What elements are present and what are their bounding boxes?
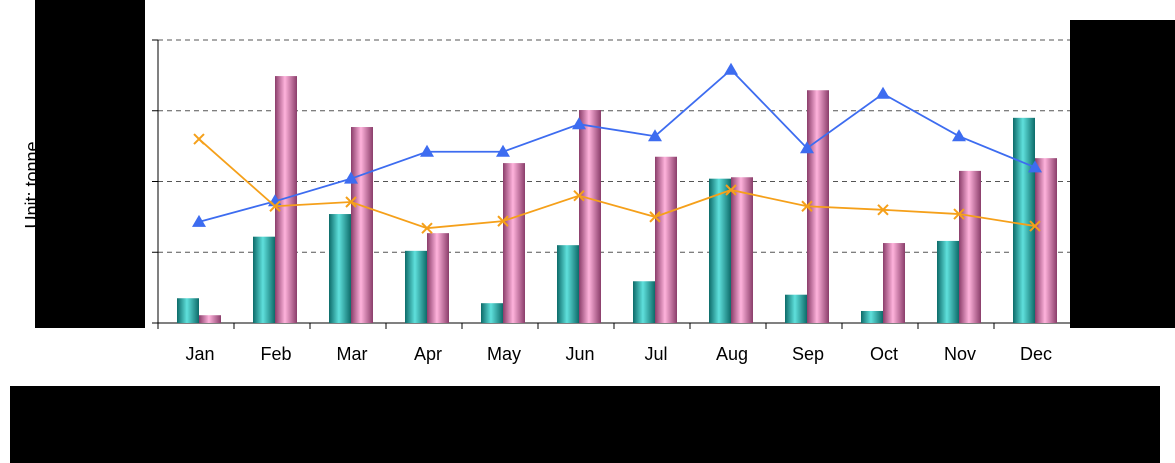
marker	[421, 222, 433, 234]
bar	[503, 163, 525, 323]
bar	[253, 236, 275, 323]
bar	[883, 243, 905, 323]
bar	[177, 298, 199, 323]
x-tick-label: Jun	[565, 344, 594, 364]
marker	[876, 86, 890, 99]
bar	[427, 233, 449, 323]
x-tick-label: Mar	[337, 344, 368, 364]
marker	[192, 214, 206, 227]
bar	[579, 110, 601, 323]
marker	[496, 144, 510, 157]
bar	[655, 156, 677, 323]
redaction-box	[10, 386, 1160, 463]
x-tick-label: Jul	[644, 344, 667, 364]
bar	[709, 178, 731, 323]
x-tick-label: Jan	[185, 344, 214, 364]
marker	[345, 196, 357, 208]
marker	[952, 129, 966, 142]
x-tick-label: Oct	[870, 344, 898, 364]
bar	[199, 315, 221, 323]
marker	[497, 215, 509, 227]
bar	[557, 245, 579, 323]
marker	[193, 133, 205, 145]
bar	[329, 214, 351, 323]
bar	[959, 170, 981, 323]
x-tick-label: Feb	[260, 344, 291, 364]
marker	[344, 171, 358, 184]
marker	[573, 189, 585, 202]
bar	[633, 281, 655, 323]
x-tick-label: Apr	[414, 344, 442, 364]
marker	[648, 129, 662, 142]
x-tick-label: Nov	[944, 344, 976, 364]
redaction-box	[35, 0, 145, 328]
bar	[731, 177, 753, 323]
bar	[275, 76, 297, 324]
x-tick-label: Aug	[716, 344, 748, 364]
marker	[649, 211, 661, 223]
line	[198, 68, 1036, 223]
line	[198, 138, 1036, 230]
redaction-box	[1070, 20, 1175, 328]
marker	[572, 117, 586, 130]
bar	[481, 303, 503, 323]
marker	[724, 62, 738, 75]
marker	[1029, 220, 1041, 232]
bar	[937, 240, 959, 323]
marker	[801, 200, 813, 212]
bar	[785, 294, 807, 323]
marker	[1028, 160, 1042, 173]
bar	[351, 127, 373, 324]
x-tick-label: Sep	[792, 344, 824, 364]
x-tick-label: May	[487, 344, 521, 364]
marker	[420, 144, 434, 157]
marker	[269, 200, 281, 212]
x-tick-label: Dec	[1020, 344, 1052, 364]
marker	[953, 208, 965, 220]
marker	[877, 204, 889, 216]
marker	[725, 184, 737, 196]
bar	[1035, 158, 1057, 323]
bar	[405, 250, 427, 323]
marker	[800, 141, 814, 154]
bar	[861, 310, 883, 323]
plot-area: Jan Feb Mar Apr May Jun Jul Aug Sep Oct Nov Dec	[152, 39, 1070, 364]
bar	[1013, 117, 1035, 323]
